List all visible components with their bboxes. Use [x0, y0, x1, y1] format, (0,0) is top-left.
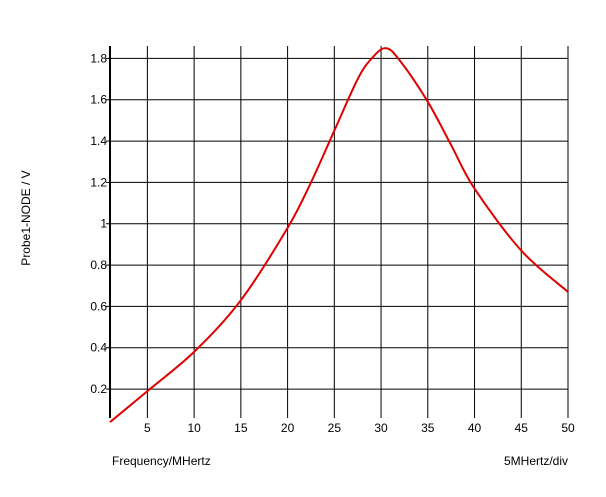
x-tick-label: 5: [144, 421, 151, 435]
x-tick-label: 20: [281, 421, 295, 435]
y-axis-label: Probe1-NODE / V: [19, 170, 33, 265]
series-line: [109, 47, 569, 423]
axes: [106, 46, 111, 418]
y-tick-label: 1.4: [90, 134, 107, 148]
y-tick-label: 0.8: [90, 258, 107, 272]
y-tick-label: 0.4: [90, 341, 107, 355]
y-tick-label: 0.2: [90, 382, 107, 396]
y-tick-label: 1.6: [90, 93, 107, 107]
x-tick-label: 30: [374, 421, 388, 435]
grid: [110, 46, 569, 418]
x-tick-label: 50: [561, 421, 575, 435]
y-tick-label: 1.2: [90, 175, 107, 189]
x-tick-labels: 5 10 15 20 25 30 35 40 45 50: [144, 421, 575, 435]
x-tick-label: 35: [421, 421, 435, 435]
x-scale-note: 5MHertz/div: [504, 454, 568, 468]
y-tick-label: 0.6: [90, 299, 107, 313]
x-tick-label: 15: [234, 421, 248, 435]
x-axis-label: Frequency/MHertz: [112, 454, 211, 468]
y-tick-labels: 0.2 0.4 0.6 0.8 1 1.2 1.4 1.6 1.8: [90, 51, 107, 396]
x-tick-label: 40: [468, 421, 482, 435]
x-tick-label: 25: [328, 421, 342, 435]
series-layer: [109, 47, 569, 423]
y-tick-label: 1.8: [90, 51, 107, 65]
y-tick-label: 1: [100, 217, 107, 231]
x-tick-label: 10: [187, 421, 201, 435]
x-tick-label: 45: [515, 421, 529, 435]
